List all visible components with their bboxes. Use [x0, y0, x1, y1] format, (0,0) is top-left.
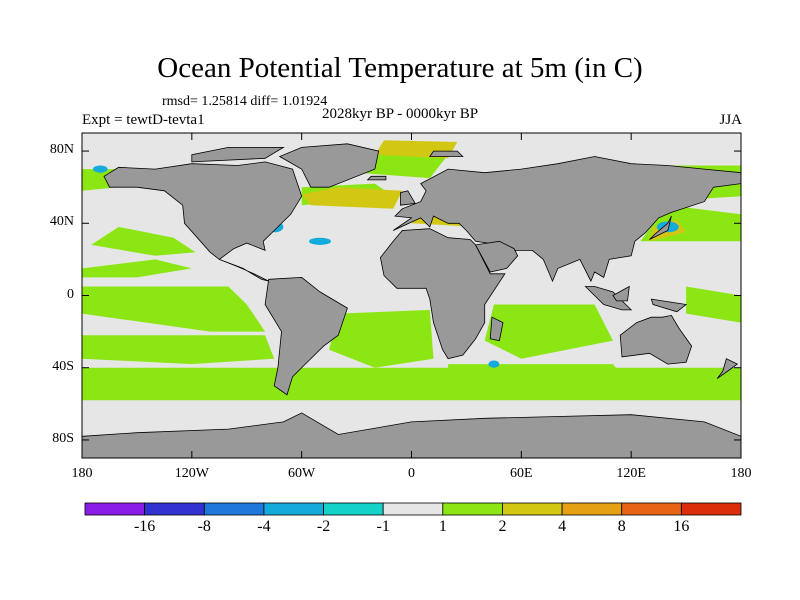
y-tick-label: 80S: [52, 430, 74, 446]
land-mass: [489, 316, 504, 342]
colorbar-swatch: [263, 502, 324, 516]
land-mass: [103, 161, 303, 282]
x-tick-label: 180: [730, 466, 752, 481]
colorbar-swatch: [680, 502, 742, 516]
land-mass: [82, 412, 741, 458]
colorbar-label: 4: [558, 518, 567, 535]
land-mass: [474, 240, 519, 273]
land-mass: [191, 146, 285, 163]
land-mass: [392, 156, 741, 283]
warm-anomaly-region: [356, 151, 449, 179]
y-tick-label: 80N: [49, 142, 74, 158]
map-layers: [82, 140, 741, 458]
land-mass: [619, 314, 693, 365]
warm-anomaly-region: [484, 304, 613, 359]
y-tick-label: 0: [67, 286, 74, 302]
cool-anomaly-patch: [308, 237, 331, 245]
colorbar-label: -4: [257, 518, 271, 535]
warm-anomaly-region: [82, 259, 192, 278]
map-title: Ocean Potential Temperature at 5m (in C): [157, 52, 643, 84]
x-tick-label: 0: [408, 466, 415, 481]
colorbar-swatch: [382, 502, 444, 516]
colorbar-swatch: [621, 502, 682, 516]
land-mass: [650, 298, 688, 313]
y-tick-label: 40S: [52, 358, 74, 374]
land-mass: [716, 358, 739, 379]
experiment-label: Expt = tewtD-tevta1: [82, 112, 205, 128]
warm-anomaly-strong-region: [301, 187, 403, 209]
colorbar-swatch: [442, 502, 503, 516]
x-tick-label: 60W: [288, 466, 316, 481]
colorbar-label: -8: [197, 518, 211, 535]
land-mass: [429, 150, 464, 157]
cool-anomaly-patch: [92, 165, 108, 173]
colorbar-label: -16: [133, 518, 156, 535]
land-mass: [584, 286, 633, 311]
colorbar-swatch: [502, 502, 563, 516]
warm-anomaly-region: [448, 364, 632, 386]
colorbar-swatch: [323, 502, 384, 516]
x-tick-label: 180: [71, 466, 93, 481]
cool-anomaly-patch: [488, 360, 500, 368]
x-tick-label: 60E: [510, 466, 533, 481]
x-tick-label: 120W: [174, 466, 209, 481]
warm-anomaly-region: [82, 286, 266, 332]
land-mass: [649, 215, 672, 240]
x-tick-label: 120E: [616, 466, 646, 481]
warm-anomaly-region: [82, 335, 275, 365]
colorbar-label: 2: [498, 518, 507, 535]
land-mass: [379, 228, 506, 360]
colorbar-swatch: [561, 502, 623, 516]
colorbar-label: -1: [376, 518, 390, 535]
colorbar-swatch: [144, 502, 205, 516]
stats-subtitle: rmsd= 1.25814 diff= 1.01924: [162, 94, 328, 109]
colorbar-label: 1: [438, 518, 447, 535]
colorbar-label: -2: [316, 518, 331, 535]
warm-anomaly-region: [91, 226, 196, 256]
y-tick-label: 40N: [49, 214, 74, 230]
warm-anomaly-region: [329, 309, 434, 368]
land-mass: [400, 190, 416, 206]
land-mass: [366, 175, 387, 181]
colorbar-swatch: [203, 502, 265, 516]
land-mass: [612, 285, 630, 302]
colorbar-label: 8: [617, 518, 626, 535]
warm-anomaly-region: [82, 367, 741, 401]
period-subtitle: 2028kyr BP - 0000kyr BP: [322, 106, 479, 122]
colorbar-label: 16: [673, 518, 690, 535]
warm-anomaly-region: [686, 286, 741, 323]
season-label: JJA: [719, 112, 742, 128]
colorbar-swatch: [84, 502, 146, 516]
land-mass: [264, 276, 348, 396]
land-mass: [278, 143, 380, 188]
